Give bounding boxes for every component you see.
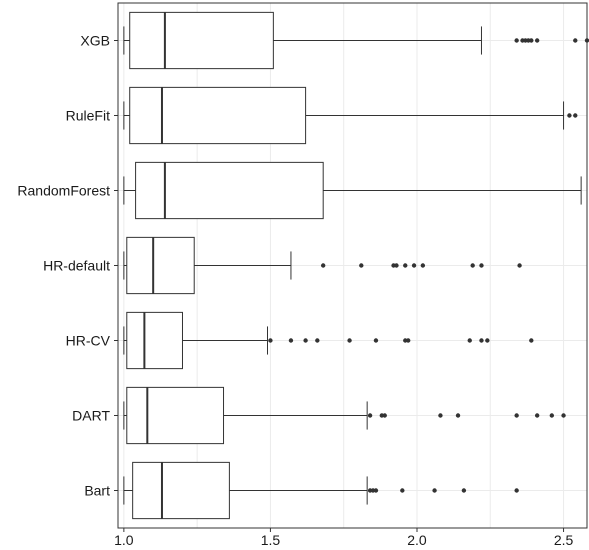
iqr-box xyxy=(126,236,195,295)
outlier-point xyxy=(514,38,519,43)
outlier-point xyxy=(373,338,379,343)
outlier-point xyxy=(529,338,534,343)
outlier-point xyxy=(373,488,379,493)
boxes xyxy=(123,11,589,520)
outlier-point xyxy=(268,338,273,343)
outlier-point xyxy=(467,338,472,343)
x-tick-label: 1.5 xyxy=(261,532,281,548)
x-tick-label: 2.5 xyxy=(554,532,574,548)
category-label-bart: Bart xyxy=(84,483,110,499)
category-label-dart: DART xyxy=(72,408,110,424)
iqr-box xyxy=(129,11,274,70)
category-label-rulefit: RuleFit xyxy=(66,108,110,124)
outlier-point xyxy=(347,338,352,343)
x-tick-label: 2.0 xyxy=(407,532,427,548)
iqr-box xyxy=(132,461,230,520)
box-hr-default xyxy=(123,236,522,295)
box-bart xyxy=(123,461,519,520)
category-label-hr-cv: HR-CV xyxy=(66,333,111,349)
category-labels: XGB RuleFit RandomForest HR-default HR-CV DAR… xyxy=(17,33,118,499)
plot-panel-border xyxy=(117,2,588,529)
outlier-point xyxy=(288,338,294,343)
x-tick-label: 1.0 xyxy=(114,532,134,548)
category-label-randomforest: RandomForest xyxy=(17,183,110,199)
iqr-box xyxy=(126,386,225,445)
outlier-point xyxy=(534,38,540,43)
box-xgb xyxy=(123,11,589,70)
outlier-point xyxy=(367,413,373,418)
box-randomforest xyxy=(123,161,582,220)
outlier-point xyxy=(514,413,519,418)
outlier-point xyxy=(303,338,308,343)
category-label-hr-default: HR-default xyxy=(43,258,110,274)
outlier-point xyxy=(432,488,437,493)
outlier-point xyxy=(315,338,320,343)
outlier-point xyxy=(517,263,522,268)
outlier-point xyxy=(382,413,387,418)
outlier-point xyxy=(394,263,399,268)
outlier-point xyxy=(405,338,411,343)
category-label-xgb: XGB xyxy=(80,33,110,49)
outlier-point xyxy=(320,263,326,268)
outlier-point xyxy=(479,338,484,343)
outlier-point xyxy=(514,488,519,493)
outlier-point xyxy=(411,263,417,268)
outlier-point xyxy=(461,488,467,493)
outlier-point xyxy=(485,338,490,343)
outlier-point xyxy=(549,413,555,418)
outlier-point xyxy=(567,113,572,118)
outlier-point xyxy=(403,263,408,268)
iqr-box xyxy=(126,311,183,370)
iqr-box xyxy=(129,86,307,145)
outlier-point xyxy=(455,413,461,418)
iqr-box xyxy=(135,161,324,220)
box-hr-cv xyxy=(123,311,534,370)
outlier-point xyxy=(561,413,566,418)
x-axis: 1.0 1.5 2.0 2.5 xyxy=(114,528,573,548)
outlier-point xyxy=(573,38,578,43)
box-dart xyxy=(123,386,566,445)
box-rulefit xyxy=(123,86,578,145)
outlier-point xyxy=(438,413,443,418)
outlier-point xyxy=(529,38,534,43)
outlier-point xyxy=(359,263,364,268)
outlier-point xyxy=(534,413,540,418)
outlier-point xyxy=(573,113,578,118)
outlier-point xyxy=(420,263,426,268)
outlier-point xyxy=(470,263,475,268)
outlier-point xyxy=(479,263,484,268)
outlier-point xyxy=(400,488,405,493)
